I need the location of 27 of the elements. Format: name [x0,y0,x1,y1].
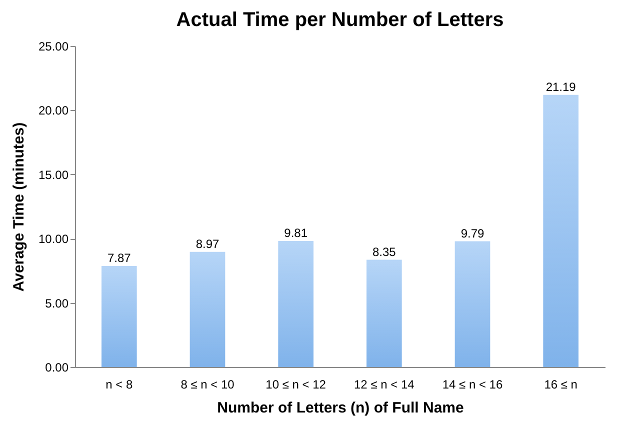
y-tick-label: 20.00 [38,104,69,118]
bar [190,252,226,367]
x-tick-label: n < 8 [106,378,133,392]
bar [102,266,137,367]
chart-title: Actual Time per Number of Letters [176,9,504,31]
x-tick-label: 8 ≤ n < 10 [180,378,235,392]
bar [454,241,490,367]
x-tick-label: 16 ≤ n [544,378,578,392]
x-axis-title: Number of Letters (n) of Full Name [217,400,464,416]
data-label: 7.87 [107,250,132,265]
y-tick-label: 10.00 [38,232,69,246]
y-tick-label: 25.00 [38,40,69,54]
x-tick-label: 12 ≤ n < 14 [354,378,415,392]
bar [366,260,402,367]
data-label: 21.19 [546,80,576,94]
data-label: 9.81 [284,226,308,240]
x-tick-label: 10 ≤ n < 12 [266,378,326,392]
y-tick-label: 15.00 [38,168,69,182]
bar [278,241,314,367]
y-tick-label: 5.00 [45,296,69,310]
x-tick-label: 14 ≤ n < 16 [442,378,503,392]
y-tick-label: 0.00 [45,360,69,374]
y-axis-title: Average Time (minutes) [10,122,28,292]
data-label: 9.79 [460,226,484,240]
bar [543,94,578,367]
data-label: 8.97 [196,236,220,251]
data-label: 8.35 [372,244,396,259]
